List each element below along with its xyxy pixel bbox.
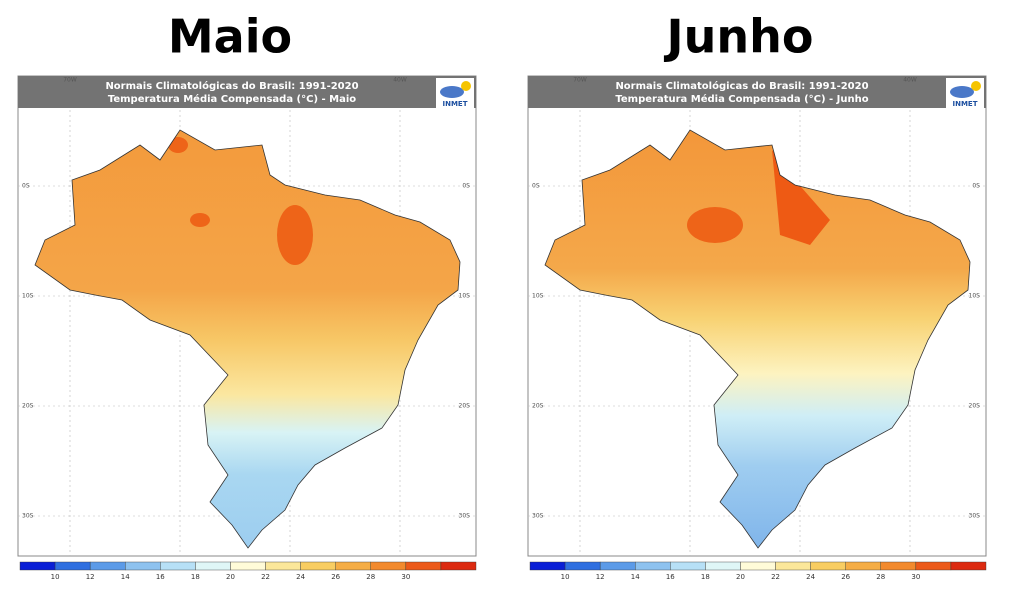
hot-spot: [190, 213, 210, 227]
header-text: Normais Climatológicas do Brasil: 1991-2…: [615, 80, 868, 92]
lon-label: 40W: [903, 77, 917, 84]
colorbar-label: 10: [561, 573, 570, 581]
colorbar-cell: [599, 561, 636, 571]
lat-label: 20S: [459, 403, 471, 410]
hot-spot: [687, 207, 743, 243]
colorbar-cell: [810, 561, 846, 571]
colorbar-cell: [19, 561, 56, 571]
colorbar-cell: [265, 561, 301, 571]
colorbar-cell: [705, 561, 741, 571]
colorbar-cell: [405, 561, 442, 571]
header-text: Temperatura Média Compensada (°C) - Maio: [108, 93, 356, 105]
colorbar-cell: [635, 561, 671, 571]
lat-label: 0S: [22, 183, 30, 190]
colorbar-label: 26: [841, 573, 850, 581]
lat-label: 10S: [22, 293, 34, 300]
header-band: [18, 76, 476, 108]
colorbar-label: 14: [631, 573, 640, 581]
colorbar-cell: [740, 561, 776, 571]
logo-text: INMET: [953, 100, 978, 108]
colorbar-label: 14: [121, 573, 130, 581]
lon-label: 70W: [63, 77, 77, 84]
logo-cloud: [950, 86, 974, 98]
colorbar-label: 12: [596, 573, 605, 581]
colorbar-cell: [915, 561, 952, 571]
lat-label: 10S: [969, 293, 981, 300]
lat-label: 20S: [969, 403, 981, 410]
colorbar-label: 30: [401, 573, 410, 581]
lat-label: 20S: [532, 403, 544, 410]
lat-label: 30S: [532, 513, 544, 520]
logo-sun: [461, 81, 471, 91]
colorbar-label: 18: [191, 573, 200, 581]
colorbar-label: 24: [296, 573, 305, 581]
brazil-outline: [544, 129, 971, 549]
lat-label: 10S: [532, 293, 544, 300]
lat-label: 10S: [459, 293, 471, 300]
colorbar-label: 28: [366, 573, 375, 581]
lat-label: 30S: [22, 513, 34, 520]
colorbar-label: 28: [876, 573, 885, 581]
lon-label: 70W: [573, 77, 587, 84]
lat-label: 0S: [532, 183, 540, 190]
colorbar-label: 30: [911, 573, 920, 581]
colorbar-label: 20: [736, 573, 745, 581]
colorbar-cell: [564, 561, 601, 571]
colorbar-label: 12: [86, 573, 95, 581]
colorbar-cell: [89, 561, 126, 571]
colorbar-label: 10: [51, 573, 60, 581]
colorbar-label: 22: [261, 573, 270, 581]
colorbar-cell: [335, 561, 371, 571]
lat-label: 20S: [22, 403, 34, 410]
brazil-outline: [34, 129, 461, 549]
colorbar-cell: [529, 561, 566, 571]
panel-title: Maio: [168, 10, 292, 64]
colorbar-cell: [195, 561, 231, 571]
colorbar-cell: [160, 561, 196, 571]
header-text: Normais Climatológicas do Brasil: 1991-2…: [105, 80, 358, 92]
hot-spot: [277, 205, 313, 265]
colorbar-cell: [300, 561, 336, 571]
colorbar-cell: [230, 561, 266, 571]
colorbar-cell: [950, 561, 987, 571]
logo-text: INMET: [443, 100, 468, 108]
colorbar-label: 24: [806, 573, 815, 581]
colorbar-cell: [440, 561, 477, 571]
colorbar-label: 16: [156, 573, 165, 581]
panel-title: Junho: [664, 10, 814, 64]
map-panel: Maio Normais Climatológicas do Brasil: 19…: [17, 10, 477, 581]
logo-sun: [971, 81, 981, 91]
colorbar-cell: [54, 561, 91, 571]
colorbar-cell: [845, 561, 881, 571]
colorbar-cell: [670, 561, 706, 571]
lat-label: 0S: [972, 183, 980, 190]
lat-label: 30S: [969, 513, 981, 520]
colorbar-cell: [775, 561, 811, 571]
lon-label: 40W: [393, 77, 407, 84]
colorbar-cell: [370, 561, 407, 571]
logo-cloud: [440, 86, 464, 98]
lat-label: 30S: [459, 513, 471, 520]
header-text: Temperatura Média Compensada (°C) - Junh…: [615, 93, 868, 105]
colorbar-label: 18: [701, 573, 710, 581]
colorbar-label: 20: [226, 573, 235, 581]
colorbar-cell: [125, 561, 161, 571]
header-band: [528, 76, 986, 108]
colorbar-label: 22: [771, 573, 780, 581]
colorbar-cell: [880, 561, 917, 571]
colorbar-label: 26: [331, 573, 340, 581]
colorbar-label: 16: [666, 573, 675, 581]
map-panel: Junho Normais Climatológicas do Brasil: 1…: [527, 10, 987, 581]
lat-label: 0S: [462, 183, 470, 190]
